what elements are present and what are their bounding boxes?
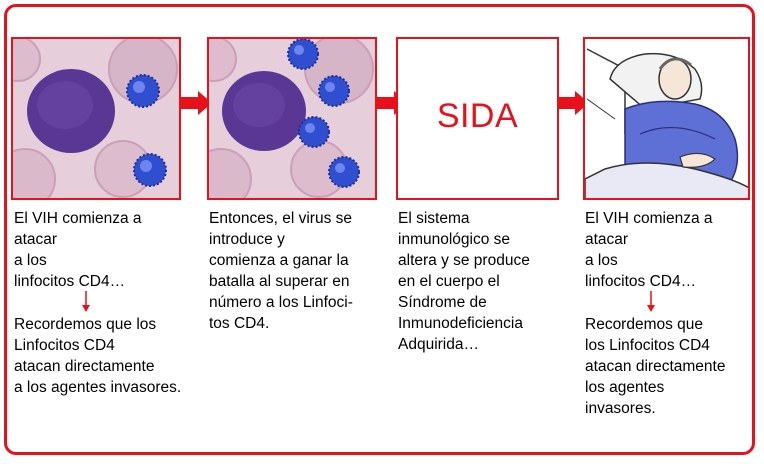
virus-icon — [318, 75, 350, 107]
arrow-right-icon — [557, 91, 589, 115]
caption-panel-1-bottom: Recordemos que los Linfocitos CD4 atacan… — [14, 316, 182, 396]
caption-panel-2: Entonces, el virus se introduce y comien… — [209, 210, 353, 332]
diagram-frame — [4, 4, 755, 455]
cells-illustration-2 — [209, 39, 374, 198]
panel-patient — [583, 37, 750, 200]
panel-sida: SIDA — [396, 37, 559, 200]
patient-in-bed-illustration — [585, 48, 748, 198]
virus-icon — [328, 156, 360, 188]
panel-lymphocyte-attack — [11, 37, 181, 200]
cells-illustration-1 — [13, 39, 178, 198]
virus-icon — [133, 153, 167, 187]
caption-panel-3: El sistema inmunológico se altera y se p… — [398, 210, 530, 353]
sida-label: SIDA — [436, 97, 519, 135]
arrow-down-icon — [82, 291, 90, 312]
virus-icon — [298, 116, 330, 148]
caption-panel-4-top: El VIH comienza a atacar a los linfocito… — [585, 210, 713, 290]
arrow-right-icon — [180, 91, 212, 115]
arrow-down-icon — [647, 291, 655, 312]
virus-icon — [287, 39, 319, 70]
panel-virus-multiplies — [207, 37, 377, 200]
caption-panel-1-top: El VIH comienza a atacar a los linfocito… — [14, 210, 142, 290]
caption-panel-4-bottom: Recordemos que los Linfocitos CD4 atacan… — [585, 316, 726, 417]
virus-icon — [126, 74, 160, 108]
